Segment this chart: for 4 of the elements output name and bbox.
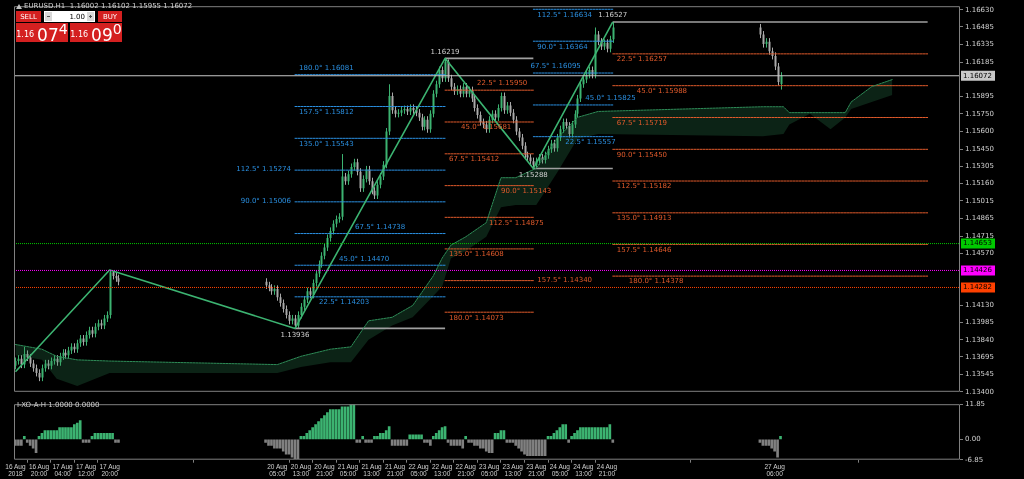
annotation: 1.16: [70, 30, 89, 39]
annotation: 1.16: [16, 30, 35, 39]
annotation: 07$^{4}$: [37, 21, 68, 45]
annotation: 09$^{0}$: [91, 21, 122, 45]
